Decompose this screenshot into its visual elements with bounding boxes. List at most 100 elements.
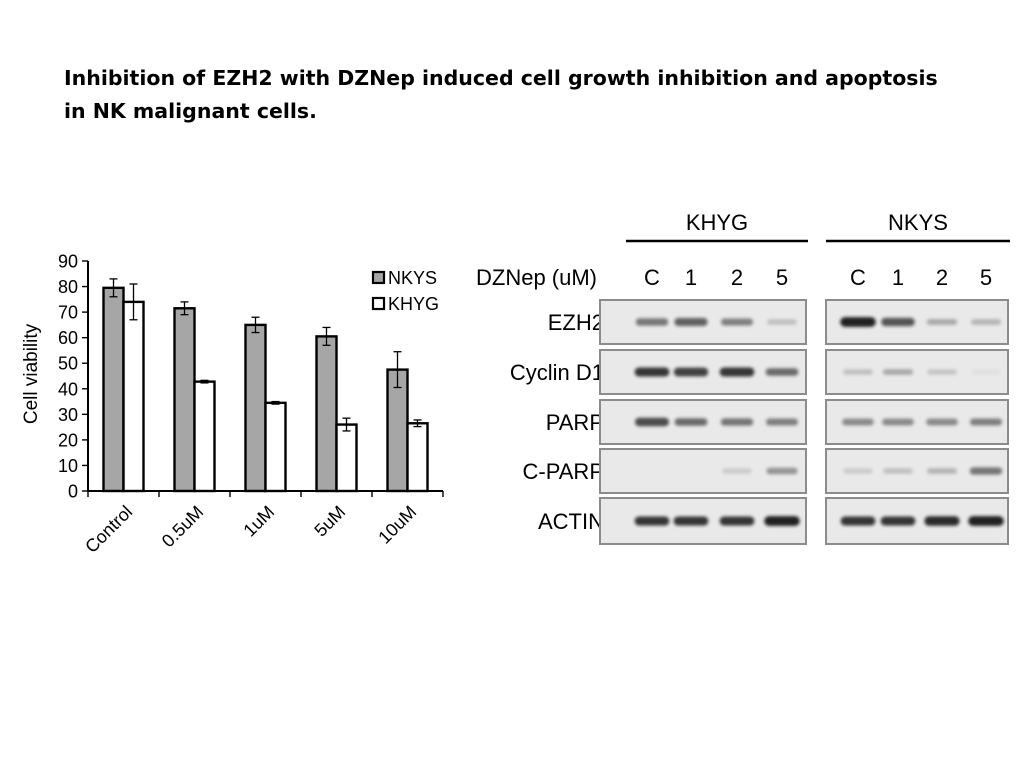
error-bar-khyg-1um xyxy=(271,400,280,405)
slide-title-line-1: Inhibition of EZH2 with DZNep induced ce… xyxy=(64,66,938,90)
panel-header-nkys: NKYS xyxy=(888,210,948,235)
blot-row-label: Cyclin D1 xyxy=(510,360,604,385)
y-tick-label: 40 xyxy=(58,379,78,399)
blot-band xyxy=(926,418,958,426)
lane-label: C xyxy=(850,265,866,290)
blot-row-label: PARP xyxy=(546,410,604,435)
blot-band xyxy=(766,467,798,475)
error-bar-khyg-5um xyxy=(342,417,351,432)
lane-label: C xyxy=(644,265,660,290)
bar-khyg-0.5um xyxy=(193,380,216,493)
blot-rows: EZH2 Cyclin D1 PARP C-PARP ACTIN xyxy=(510,299,1009,545)
blot-band xyxy=(634,367,670,377)
blot-band xyxy=(719,516,755,526)
bar-nkys-control xyxy=(102,286,125,493)
chart-legend: NKYS KHYG xyxy=(371,268,439,314)
slide-title: Inhibition of EZH2 with DZNep induced ce… xyxy=(64,62,984,128)
bar-khyg-1um xyxy=(264,401,287,493)
error-bar-nkys-10um xyxy=(393,351,402,389)
y-tick-label: 60 xyxy=(58,328,78,348)
x-tick-label: Control xyxy=(81,502,136,557)
blot-band xyxy=(926,319,958,325)
error-bars xyxy=(109,278,422,432)
bar-khyg-5um xyxy=(335,423,358,493)
blot-band xyxy=(971,369,1001,375)
blot-band xyxy=(924,516,960,526)
blot-band xyxy=(881,317,915,327)
y-tick-label: 20 xyxy=(58,430,78,450)
bar-khyg-control xyxy=(122,300,145,493)
x-tick-label: 5uM xyxy=(310,502,349,541)
blot-band xyxy=(882,418,914,426)
blot-row-c-parp: C-PARP xyxy=(523,448,1009,494)
blot-cell-line-headers: KHYG NKYS xyxy=(626,210,1010,243)
y-axis-ticks: 0 10 20 30 40 50 60 70 80 90 xyxy=(58,252,88,502)
slide-title-line-2: in NK malignant cells. xyxy=(64,99,317,123)
legend-swatch xyxy=(371,296,386,311)
blot-band xyxy=(968,516,1004,526)
blot-band xyxy=(720,418,754,426)
lane-label: 5 xyxy=(980,265,992,290)
blot-band xyxy=(882,369,914,375)
y-tick-label: 30 xyxy=(58,405,78,425)
blot-band xyxy=(634,516,670,526)
blot-band xyxy=(719,367,755,377)
x-tick-label: 0.5uM xyxy=(158,502,208,552)
bar-nkys-1um xyxy=(244,323,267,493)
blot-band xyxy=(880,516,916,526)
legend-swatch xyxy=(371,270,386,285)
blot-band xyxy=(883,468,913,474)
lane-label: 5 xyxy=(776,265,788,290)
bar-nkys-5um xyxy=(315,335,338,493)
y-tick-label: 10 xyxy=(58,456,78,476)
blot-row-cyclin-d1: Cyclin D1 xyxy=(510,349,1009,395)
lane-label: 1 xyxy=(892,265,904,290)
lane-label: 1 xyxy=(685,265,697,290)
legend-item-nkys: NKYS xyxy=(371,268,437,288)
blot-band xyxy=(843,468,873,474)
error-bar-nkys-0.5um xyxy=(180,301,189,316)
y-tick-label: 80 xyxy=(58,277,78,297)
y-tick-label: 90 xyxy=(58,252,78,272)
blot-row-label: ACTIN xyxy=(538,509,604,534)
chart-axes xyxy=(87,261,444,497)
blot-band xyxy=(843,369,873,375)
blot-band xyxy=(927,468,957,474)
blot-row-parp: PARP xyxy=(546,399,1009,445)
blot-band xyxy=(927,369,957,375)
lane-label: 2 xyxy=(731,265,743,290)
x-tick-label: 10uM xyxy=(374,502,420,548)
legend-item-khyg: KHYG xyxy=(371,294,439,314)
bar-nkys-0.5um xyxy=(173,307,196,493)
blot-band xyxy=(722,468,752,474)
error-bar-khyg-10um xyxy=(413,419,422,428)
blot-row-label: C-PARP xyxy=(523,459,605,484)
blot-row-ezh2: EZH2 xyxy=(548,299,1009,345)
blot-band xyxy=(766,418,798,426)
blot-band xyxy=(969,467,1003,475)
blot-band xyxy=(721,318,753,326)
y-tick-label: 50 xyxy=(58,354,78,374)
panel-header-khyg: KHYG xyxy=(686,210,748,235)
cell-viability-bar-chart: 0 10 20 30 40 50 60 70 80 90 Control 0.5uM 1uM 5uM 10… xyxy=(21,252,444,557)
y-tick-label: 70 xyxy=(58,303,78,323)
blot-band xyxy=(840,516,876,526)
blot-band xyxy=(840,317,876,327)
blot-band xyxy=(673,367,709,377)
x-tick-label: 1uM xyxy=(239,502,278,541)
error-bar-nkys-1um xyxy=(251,316,260,334)
blot-row-label: EZH2 xyxy=(548,310,604,335)
blot-band xyxy=(767,319,797,325)
blot-band xyxy=(764,516,800,526)
blot-row-actin: ACTIN xyxy=(538,497,1009,545)
treatment-label: DZNep (uM) xyxy=(476,265,597,290)
blot-band xyxy=(842,418,874,426)
chart-bars xyxy=(102,286,429,493)
error-bar-nkys-5um xyxy=(322,326,331,346)
blot-band xyxy=(635,417,669,427)
y-tick-label: 0 xyxy=(68,482,78,502)
blot-band xyxy=(635,318,669,326)
blot-band xyxy=(765,368,799,376)
error-bar-nkys-control xyxy=(109,278,118,298)
